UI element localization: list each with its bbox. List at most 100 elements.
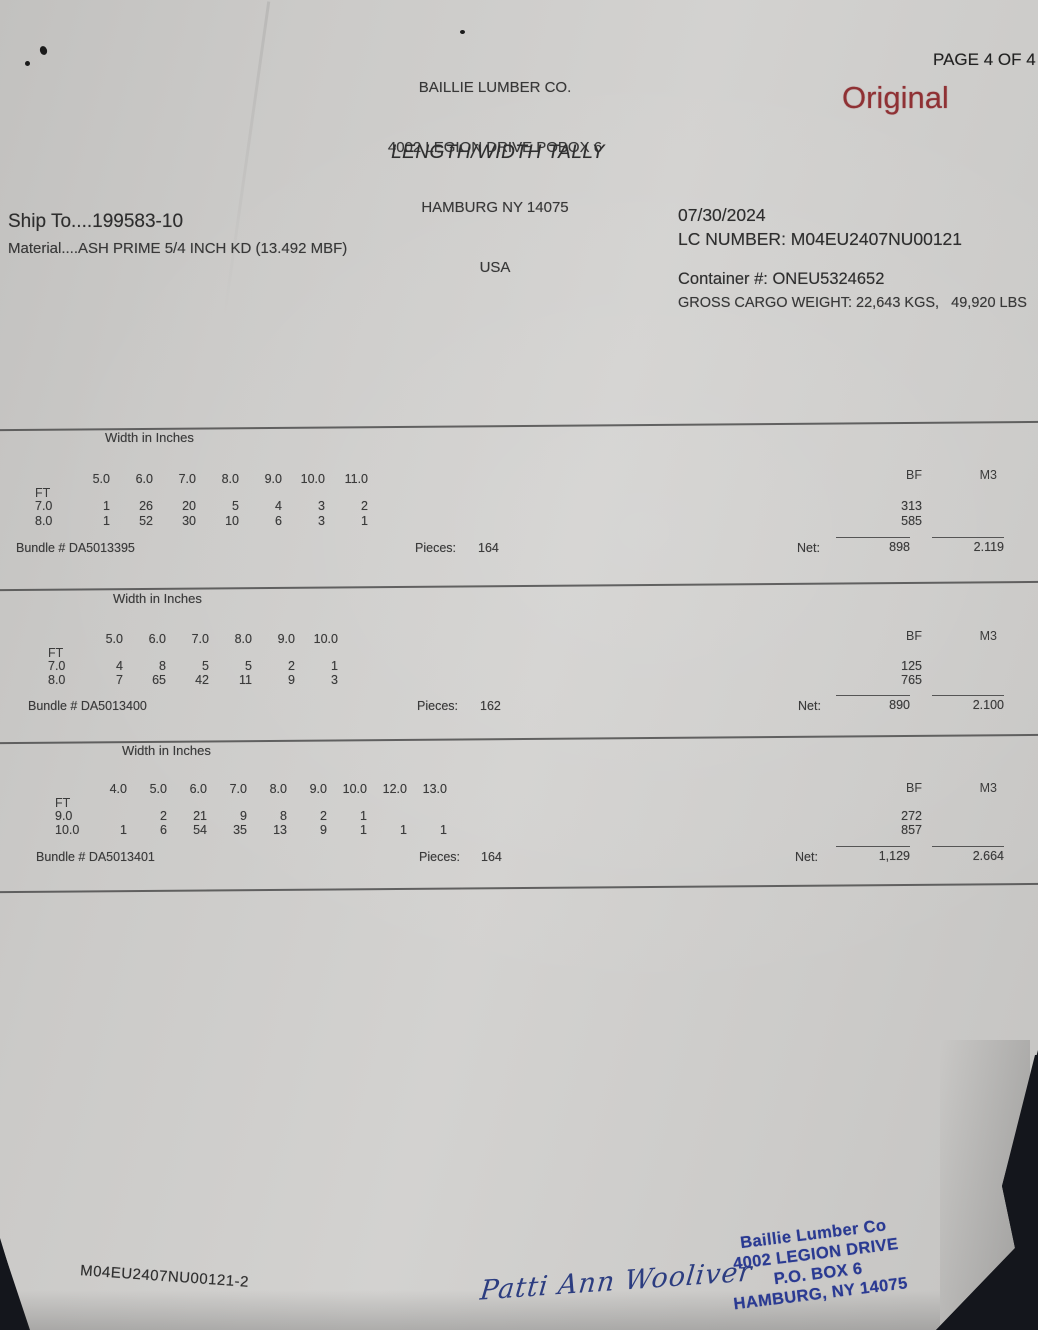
company-name: BAILLIE LUMBER CO. xyxy=(418,79,572,96)
document-title: LENGTH/WIDTH TALLY xyxy=(391,142,605,163)
company-city: HAMBURG NY 14075 xyxy=(421,199,569,216)
tally-row: 9.0 2 21 9 8 2 1 xyxy=(55,809,447,823)
width-label: 9.0 xyxy=(277,632,295,646)
width-label: 11.0 xyxy=(344,472,368,486)
width-label: 5.0 xyxy=(149,782,167,796)
pen-mark xyxy=(460,30,465,34)
bundle-number: Bundle # DA5013395 xyxy=(16,541,135,555)
count-cell: 1 xyxy=(400,823,407,837)
width-in-inches-label: Width in Inches xyxy=(113,591,202,606)
row-bf-value: 765 xyxy=(901,673,922,687)
net-label: Net: xyxy=(798,699,821,713)
pieces-label: Pieces: xyxy=(415,541,456,555)
width-label: 5.0 xyxy=(105,632,123,646)
count-cell: 5 xyxy=(232,499,239,513)
length-label: 9.0 xyxy=(55,809,73,823)
pieces-value: 164 xyxy=(481,850,502,864)
count-cell: 54 xyxy=(193,823,207,837)
tally-row: 8.0 1 52 30 10 6 3 1 xyxy=(35,514,368,528)
net-m3-value: 2.100 xyxy=(932,695,1004,712)
pen-mark xyxy=(25,61,30,66)
company-country: USA xyxy=(479,259,511,276)
bf-column-header: BF xyxy=(906,629,922,643)
tally-row: 7.0 4 8 5 5 2 1 xyxy=(48,659,338,673)
pieces-label: Pieces: xyxy=(419,850,460,864)
count-cell: 1 xyxy=(103,514,110,528)
count-cell: 1 xyxy=(361,514,368,528)
row-bf-value: 585 xyxy=(901,514,922,528)
count-cell: 26 xyxy=(139,499,153,513)
count-cell: 20 xyxy=(182,499,196,513)
count-cell: 9 xyxy=(240,809,247,823)
length-label: 8.0 xyxy=(48,673,66,687)
count-cell: 21 xyxy=(193,809,207,823)
container-number: Container #: ONEU5324652 xyxy=(678,270,885,288)
count-cell: 3 xyxy=(331,673,338,687)
m3-column-header: M3 xyxy=(979,468,997,482)
width-label: 4.0 xyxy=(109,782,127,796)
tally-table-1: Width in Inches BF M3 5.0 6.0 7.0 8.0 9.… xyxy=(0,425,1038,575)
width-label: 8.0 xyxy=(221,472,239,486)
company-street: 4002 LEGION DRIVE POBOX 6 xyxy=(387,139,603,156)
length-label: 7.0 xyxy=(48,659,66,673)
pieces-value: 164 xyxy=(478,541,499,555)
bundle-summary-row: Bundle # DA5013400 Pieces: 162 Net: 890 … xyxy=(0,695,1038,719)
count-cell: 9 xyxy=(320,823,327,837)
net-bf-value: 890 xyxy=(836,695,910,712)
length-label: 7.0 xyxy=(35,499,53,513)
material: Material....ASH PRIME 5/4 INCH KD (13.49… xyxy=(8,240,348,257)
count-cell: 11 xyxy=(239,673,252,687)
count-cell: 2 xyxy=(320,809,327,823)
count-cell: 1 xyxy=(440,823,447,837)
m3-column-header: M3 xyxy=(979,781,997,795)
gross-weight: GROSS CARGO WEIGHT: 22,643 KGS, 49,920 L… xyxy=(678,295,1027,311)
net-label: Net: xyxy=(797,541,820,555)
original-stamp: Original xyxy=(842,80,949,115)
bundle-number: Bundle # DA5013400 xyxy=(28,699,147,713)
width-label: 9.0 xyxy=(264,472,282,486)
tally-row: 10.0 1 6 54 35 13 9 1 1 1 xyxy=(55,823,447,837)
bf-column-header: BF xyxy=(906,781,922,795)
count-cell: 65 xyxy=(152,673,166,687)
count-cell: 42 xyxy=(195,673,209,687)
width-label: 5.0 xyxy=(92,472,110,486)
width-label: 13.0 xyxy=(422,782,447,796)
net-m3-value: 2.119 xyxy=(932,537,1004,554)
count-cell: 3 xyxy=(318,499,325,513)
count-cell: 4 xyxy=(116,659,123,673)
count-cell: 7 xyxy=(116,673,123,687)
count-cell: 9 xyxy=(288,673,295,687)
count-cell: 30 xyxy=(182,514,196,528)
ft-label: FT xyxy=(48,646,64,660)
row-bf-value: 313 xyxy=(901,499,922,513)
count-cell xyxy=(407,809,447,823)
width-label: 6.0 xyxy=(189,782,207,796)
width-label: 10.0 xyxy=(313,632,338,646)
count-cell: 3 xyxy=(318,514,325,528)
count-cell xyxy=(367,809,407,823)
width-label: 8.0 xyxy=(234,632,252,646)
length-label: 10.0 xyxy=(55,823,80,837)
count-cell: 1 xyxy=(120,823,127,837)
count-cell: 13 xyxy=(273,823,287,837)
count-cell: 2 xyxy=(160,809,167,823)
count-cell: 4 xyxy=(275,499,282,513)
net-bf-value: 898 xyxy=(836,537,910,554)
net-bf-value: 1,129 xyxy=(836,846,910,863)
tally-row: 8.0 7 65 42 11 9 3 xyxy=(48,673,338,687)
bf-column-header: BF xyxy=(906,468,922,482)
width-header-row: 5.0 6.0 7.0 8.0 9.0 10.0 11.0 xyxy=(35,472,368,486)
width-label: 9.0 xyxy=(309,782,327,796)
width-label: 7.0 xyxy=(178,472,196,486)
net-m3-value: 2.664 xyxy=(932,846,1004,863)
pieces-label: Pieces: xyxy=(417,699,458,713)
width-label: 6.0 xyxy=(135,472,153,486)
row-bf-value: 125 xyxy=(901,659,922,673)
ft-label: FT xyxy=(55,796,71,810)
bundle-summary-row: Bundle # DA5013401 Pieces: 164 Net: 1,12… xyxy=(0,846,1038,870)
width-label: 6.0 xyxy=(148,632,166,646)
count-cell: 52 xyxy=(139,514,153,528)
tally-row: 7.0 1 26 20 5 4 3 2 xyxy=(35,499,368,513)
width-in-inches-label: Width in Inches xyxy=(105,430,194,445)
